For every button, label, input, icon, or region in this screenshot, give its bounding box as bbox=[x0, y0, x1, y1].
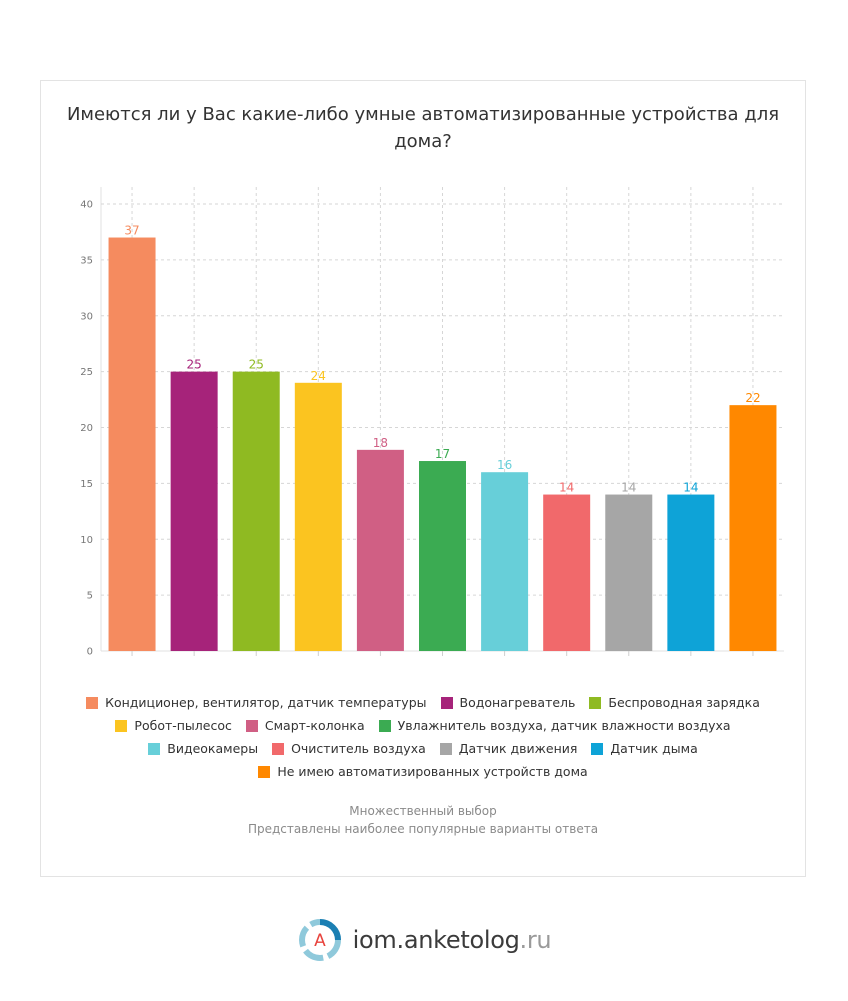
logo-letter: A bbox=[314, 931, 326, 951]
legend-row: Видеокамеры Очиститель воздуха Датчик движ… bbox=[61, 737, 785, 760]
legend-swatch bbox=[439, 742, 452, 755]
bar-value-label: 24 bbox=[311, 369, 326, 383]
bar bbox=[232, 371, 280, 651]
legend-item[interactable]: Не имею автоматизированных устройств дом… bbox=[258, 764, 588, 779]
bar bbox=[729, 405, 777, 651]
y-tick-label: 0 bbox=[87, 647, 93, 658]
bar-value-label: 22 bbox=[745, 391, 760, 405]
legend-item[interactable]: Кондиционер, вентилятор, датчик температ… bbox=[86, 695, 427, 710]
legend-item[interactable]: Очиститель воздуха bbox=[272, 741, 426, 756]
chart-legend: Кондиционер, вентилятор, датчик температ… bbox=[61, 691, 785, 783]
legend-swatch bbox=[245, 719, 258, 732]
chart-title: Имеются ли у Вас какие-либо умные автома… bbox=[66, 104, 780, 152]
bar-value-label: 14 bbox=[621, 481, 636, 495]
bar bbox=[108, 237, 156, 651]
legend-item[interactable]: Датчик дыма bbox=[591, 741, 698, 756]
bar bbox=[356, 449, 404, 651]
bar-chart: 0 5 10 15 20 25 30 35 40 37 25 25 24 18 17 16 14 14 14 22 bbox=[80, 187, 784, 658]
legend-label: Датчик дыма bbox=[610, 741, 698, 756]
bar-value-label: 17 bbox=[435, 447, 450, 461]
y-tick-label: 10 bbox=[80, 535, 93, 546]
legend-swatch bbox=[148, 742, 161, 755]
legend-item[interactable]: Робот-пылесос bbox=[115, 718, 232, 733]
bar bbox=[543, 494, 591, 651]
bar bbox=[294, 382, 342, 651]
legend-swatch bbox=[115, 719, 128, 732]
legend-label: Видеокамеры bbox=[167, 741, 259, 756]
legend-swatch bbox=[86, 696, 99, 709]
legend-label: Увлажнитель воздуха, датчик влажности во… bbox=[397, 718, 731, 733]
legend-label: Беспроводная зарядка bbox=[608, 695, 760, 710]
bar-value-label: 37 bbox=[124, 224, 139, 238]
note-multiple-choice: Множественный выбор bbox=[349, 804, 497, 818]
legend-item[interactable]: Увлажнитель воздуха, датчик влажности во… bbox=[378, 718, 731, 733]
y-tick-label: 25 bbox=[80, 367, 93, 378]
legend-swatch bbox=[591, 742, 604, 755]
footer-brand[interactable]: A iom.anketolog.ru bbox=[0, 915, 848, 965]
y-tick-label: 40 bbox=[80, 200, 93, 211]
legend-swatch bbox=[272, 742, 285, 755]
y-tick-label: 20 bbox=[80, 423, 93, 434]
legend-swatch bbox=[258, 765, 271, 778]
bar bbox=[481, 472, 529, 651]
note-popular-answers: Представлены наиболее популярные вариант… bbox=[247, 822, 599, 836]
legend-row: Робот-пылесос Смарт-колонка Увлажнитель во… bbox=[61, 714, 785, 737]
bar-value-label: 25 bbox=[249, 358, 264, 372]
brand-tld: .ru bbox=[519, 926, 552, 954]
brand-name: iom.anketolog.ru bbox=[353, 926, 552, 954]
y-tick-label: 15 bbox=[80, 479, 93, 490]
brand-domain: iom.anketolog bbox=[352, 926, 520, 954]
legend-label: Кондиционер, вентилятор, датчик температ… bbox=[105, 695, 427, 710]
legend-label: Робот-пылесос bbox=[134, 718, 232, 733]
legend-label: Датчик движения bbox=[458, 741, 578, 756]
legend-label: Смарт-колонка bbox=[264, 718, 365, 733]
bar-value-label: 14 bbox=[683, 481, 698, 495]
legend-item[interactable]: Водонагреватель bbox=[440, 695, 576, 710]
legend-item[interactable]: Видеокамеры bbox=[148, 741, 258, 756]
chart-card: Имеются ли у Вас какие-либо умные автома… bbox=[40, 80, 806, 877]
anketolog-logo-icon: A bbox=[298, 919, 341, 961]
chart-notes: Множественный выбор Представлены наиболе… bbox=[41, 802, 805, 838]
bar bbox=[419, 461, 466, 651]
bar-value-label: 16 bbox=[497, 458, 512, 472]
legend-row: Кондиционер, вентилятор, датчик температ… bbox=[61, 691, 785, 714]
legend-label: Водонагреватель bbox=[459, 695, 576, 710]
legend-label: Не имею автоматизированных устройств дом… bbox=[277, 764, 588, 779]
legend-swatch bbox=[440, 696, 453, 709]
legend-item[interactable]: Смарт-колонка bbox=[245, 718, 365, 733]
bar-value-label: 18 bbox=[373, 436, 388, 450]
legend-label: Очиститель воздуха bbox=[291, 741, 426, 756]
bar bbox=[667, 494, 715, 651]
bar bbox=[170, 371, 218, 651]
legend-item[interactable]: Беспроводная зарядка bbox=[589, 695, 760, 710]
legend-item[interactable]: Датчик движения bbox=[439, 741, 578, 756]
legend-row: Не имею автоматизированных устройств дом… bbox=[61, 760, 785, 783]
legend-swatch bbox=[378, 719, 391, 732]
y-tick-label: 5 bbox=[87, 591, 93, 602]
y-tick-label: 35 bbox=[80, 255, 93, 266]
bar bbox=[605, 494, 653, 651]
bar-value-label: 14 bbox=[559, 481, 574, 495]
bar-value-label: 25 bbox=[186, 358, 201, 372]
legend-swatch bbox=[589, 696, 602, 709]
y-tick-label: 30 bbox=[80, 311, 93, 322]
